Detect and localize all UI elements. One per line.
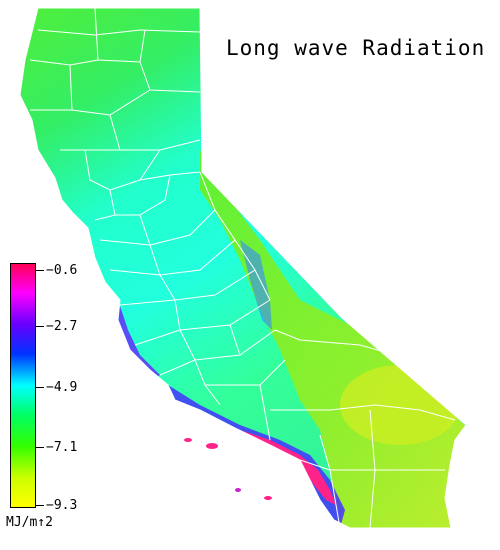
channel-islands — [184, 438, 272, 500]
legend-unit: MJ/m↑2 — [6, 515, 53, 530]
legend-tick-label: −0.6 — [46, 263, 78, 278]
legend-tick-label: −2.7 — [46, 319, 78, 334]
legend-gradient — [11, 264, 35, 507]
legend-tick-mark — [36, 447, 44, 448]
legend-tick-label: −4.9 — [46, 380, 78, 395]
legend-tick-label: −9.3 — [46, 498, 78, 513]
legend-tick-mark — [36, 387, 44, 388]
map-title: Long wave Radiation — [226, 36, 486, 60]
legend-tick-mark — [36, 270, 44, 271]
legend-tick-label: −7.1 — [46, 440, 78, 455]
color-legend-bar — [10, 263, 36, 508]
county-boundaries — [19, 7, 467, 529]
legend-tick-mark — [36, 505, 44, 506]
legend-tick-mark — [36, 326, 44, 327]
